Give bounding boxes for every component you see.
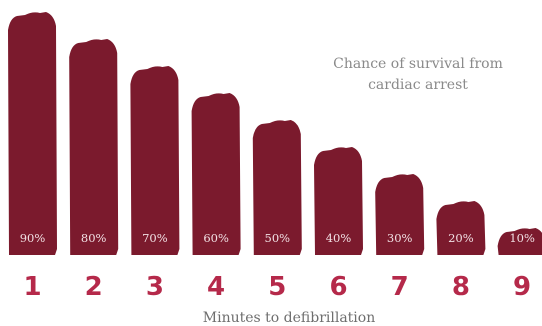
- bar-2: [69, 39, 119, 255]
- value-label-3: 70%: [142, 231, 168, 245]
- chart-title-line-2: cardiac arrest: [368, 77, 468, 93]
- value-label-8: 20%: [448, 231, 474, 245]
- bars-group: [8, 12, 542, 255]
- value-label-6: 40%: [326, 231, 352, 245]
- bar-3: [130, 66, 180, 255]
- category-label-4: 4: [207, 272, 225, 302]
- value-labels-group: 90% 80% 70% 60% 50% 40% 30% 20% 10%: [20, 231, 535, 245]
- category-label-1: 1: [23, 272, 41, 302]
- category-label-2: 2: [85, 272, 103, 302]
- x-axis-label: Minutes to defibrillation: [203, 310, 375, 326]
- category-labels-group: 1 2 3 4 5 6 7 8 9: [23, 272, 531, 302]
- bar-6: [314, 147, 363, 255]
- chart-title-line-1: Chance of survival from: [333, 56, 503, 72]
- value-label-1: 90%: [20, 231, 46, 245]
- value-label-5: 50%: [265, 231, 291, 245]
- category-label-6: 6: [329, 272, 347, 302]
- category-label-3: 3: [146, 272, 164, 302]
- bar-9: [497, 228, 542, 255]
- category-label-7: 7: [391, 272, 409, 302]
- value-label-7: 30%: [387, 231, 413, 245]
- value-label-4: 60%: [203, 231, 229, 245]
- category-label-5: 5: [268, 272, 286, 302]
- bar-4: [191, 93, 241, 255]
- category-label-9: 9: [513, 272, 531, 302]
- bar-7: [375, 174, 425, 255]
- value-label-9: 10%: [509, 231, 535, 245]
- value-label-2: 80%: [81, 231, 107, 245]
- bar-1: [8, 12, 57, 255]
- bar-8: [436, 201, 486, 255]
- bar-5: [252, 120, 302, 255]
- category-label-8: 8: [452, 272, 470, 302]
